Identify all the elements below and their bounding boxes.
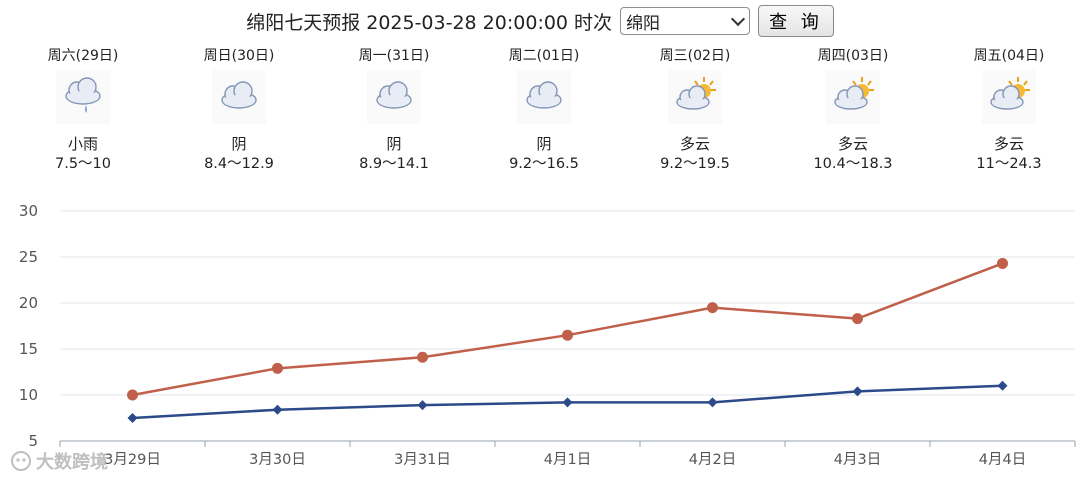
day-forecast: 周三(02日) 多云 9.2～19.5 xyxy=(630,46,760,174)
data-point xyxy=(852,313,863,325)
x-tick-label: 3月30日 xyxy=(249,452,306,468)
data-point xyxy=(997,257,1008,269)
partly-cloudy-icon xyxy=(982,70,1036,124)
y-tick-label: 15 xyxy=(19,340,38,358)
x-tick-label: 3月31日 xyxy=(394,452,451,468)
watermark-logo-icon xyxy=(11,451,31,471)
forecast-header: 绵阳七天预报 2025-03-28 20:00:00 时次 绵阳 查 询 xyxy=(0,0,1080,42)
temperature-range: 8.4～12.9 xyxy=(204,156,274,172)
watermark: 大数跨境 xyxy=(10,448,108,474)
data-point xyxy=(707,302,718,314)
day-label: 周三(02日) xyxy=(659,48,731,64)
data-point xyxy=(562,329,573,341)
day-forecast: 周二(01日) 阴 9.2～16.5 xyxy=(479,46,609,174)
condition-text: 阴 xyxy=(536,135,552,153)
query-button[interactable]: 查 询 xyxy=(758,5,834,37)
light-rain-icon xyxy=(56,70,110,124)
condition-text: 阴 xyxy=(386,135,402,153)
temperature-range: 8.9～14.1 xyxy=(359,156,429,172)
data-point xyxy=(272,404,283,415)
data-point xyxy=(852,386,863,397)
temperature-range: 9.2～19.5 xyxy=(660,156,730,172)
y-tick-label: 10 xyxy=(19,386,38,404)
data-point xyxy=(127,413,138,423)
cloudy-icon xyxy=(212,70,266,124)
day-label: 周五(04日) xyxy=(973,48,1045,64)
x-tick-label: 3月29日 xyxy=(104,452,161,468)
watermark-text: 大数跨境 xyxy=(36,452,108,473)
day-forecast: 周一(31日) 阴 8.9～14.1 xyxy=(329,46,459,174)
temperature-range: 7.5～10 xyxy=(54,156,111,172)
day-label: 周六(29日) xyxy=(47,48,119,64)
x-tick-label: 4月1日 xyxy=(544,452,591,468)
data-point xyxy=(562,397,573,408)
page-title: 绵阳七天预报 2025-03-28 20:00:00 时次 xyxy=(246,11,613,34)
temperature-range: 11～24.3 xyxy=(976,156,1042,172)
y-tick-label: 5 xyxy=(28,432,38,450)
partly-cloudy-icon xyxy=(826,70,880,124)
cloudy-icon xyxy=(517,70,571,124)
data-point xyxy=(417,400,428,411)
data-point xyxy=(417,351,428,363)
condition-text: 多云 xyxy=(837,135,868,153)
day-forecast: 周六(29日) 小雨 7.5～10 xyxy=(18,46,148,174)
day-label: 周二(01日) xyxy=(508,48,580,64)
data-point xyxy=(707,397,718,408)
condition-text: 多云 xyxy=(679,135,710,153)
day-label: 周日(30日) xyxy=(203,48,275,64)
condition-text: 阴 xyxy=(231,135,247,153)
y-tick-label: 25 xyxy=(19,248,38,266)
temperature-range: 10.4～18.3 xyxy=(813,156,893,172)
city-select[interactable]: 绵阳 xyxy=(620,7,751,35)
partly-cloudy-icon xyxy=(668,70,722,124)
day-label: 周四(03日) xyxy=(817,48,889,64)
day-forecast: 周五(04日) 多云 11～24.3 xyxy=(944,46,1074,174)
data-point xyxy=(272,362,283,374)
temperature-range: 9.2～16.5 xyxy=(509,156,579,172)
condition-text: 多云 xyxy=(993,135,1024,153)
y-tick-label: 20 xyxy=(19,294,38,312)
city-select-value: 绵阳 xyxy=(626,13,661,34)
cloudy-icon xyxy=(367,70,421,124)
temperature-chart: 5 10 15 20 25 30 3月29日 3月30日 3月31日 4月1日 4月2日 4月3日 4月… xyxy=(19,202,1076,468)
x-tick-label: 4月4日 xyxy=(979,452,1026,468)
chevron-down-icon xyxy=(730,11,746,27)
x-tick-label: 4月3日 xyxy=(834,452,881,468)
data-point xyxy=(127,389,138,401)
day-label: 周一(31日) xyxy=(358,48,430,64)
x-tick-label: 4月2日 xyxy=(689,452,736,468)
series-line xyxy=(132,262,1003,397)
day-forecast: 周四(03日) 多云 10.4～18.3 xyxy=(788,46,918,174)
day-forecast: 周日(30日) 阴 8.4～12.9 xyxy=(174,46,304,174)
y-tick-label: 30 xyxy=(19,202,38,220)
condition-text: 小雨 xyxy=(67,135,98,153)
data-point xyxy=(997,380,1008,391)
